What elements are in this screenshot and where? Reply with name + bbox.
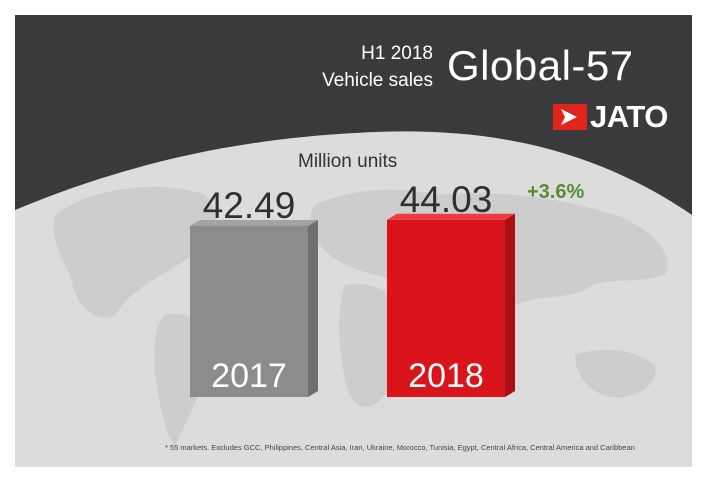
period-label: H1 2018 bbox=[361, 43, 433, 64]
bar-2018 bbox=[387, 219, 505, 397]
jato-logo: JATO bbox=[553, 99, 683, 135]
bar-2017 bbox=[190, 226, 308, 397]
category-label-2018: 2018 bbox=[408, 357, 484, 395]
bar-top-2017 bbox=[190, 220, 318, 226]
change-label: +3.6% bbox=[527, 181, 584, 203]
units-label: Million units bbox=[298, 151, 398, 172]
infographic-card: H1 2018 Vehicle sales Global-57 JATO Mil… bbox=[15, 15, 692, 467]
bar-side-2017 bbox=[308, 220, 318, 397]
jato-wordmark: JATO bbox=[590, 99, 668, 134]
header-band bbox=[15, 15, 692, 215]
jato-arrow-icon bbox=[553, 104, 587, 130]
bar-side-2018 bbox=[505, 213, 515, 397]
category-label-2017: 2017 bbox=[211, 357, 287, 395]
value-label-2018: 44.03 bbox=[400, 179, 493, 220]
value-label-2017: 42.49 bbox=[203, 185, 296, 226]
subtitle-label: Vehicle sales bbox=[322, 70, 433, 91]
bar-chart: 42.49 2017 44.03 2018 +3.6% bbox=[190, 179, 584, 397]
footnote: * 55 markets. Excludes GCC, Philippines,… bbox=[165, 443, 635, 452]
page-title: Global-57 bbox=[447, 42, 634, 89]
bar-top-2018 bbox=[387, 213, 515, 220]
